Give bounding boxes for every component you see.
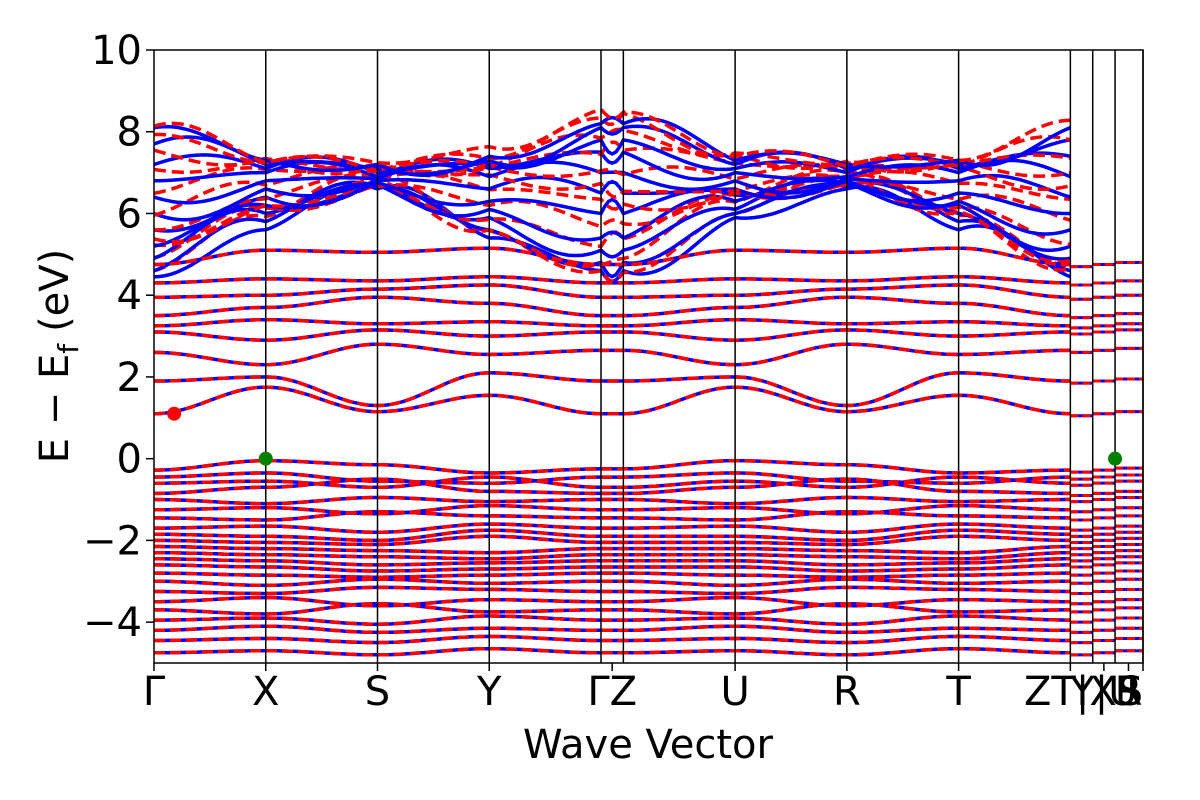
band-spin-down [154,458,1071,475]
band-spin-down [154,522,1071,534]
x-tick-label: Γ [143,669,166,715]
y-axis-ticks: 10 8 6 4 2 0 −2 −4 [83,28,154,646]
upper-band-spin-up [154,160,1071,205]
band-spin-down [154,246,1071,267]
x-tick-label: R [833,669,861,715]
upper-band-spin-up [154,175,1071,222]
band-spin-down [154,577,1071,588]
band-lines [154,107,1143,657]
band-spin-down [154,495,1071,506]
vbm-u-marker [1108,451,1123,466]
band-spin-down [154,328,1071,342]
upper-band-spin-down [154,127,1071,173]
x-tick-label: U [720,669,749,715]
band-spin-down [154,475,1071,490]
band-spin-down [154,544,1071,555]
band-spin-down [154,477,1071,496]
band-spin-down [154,614,1071,626]
x-tick-label: R [1115,669,1143,715]
upper-band-spin-down [154,107,1071,169]
band-spin-down [154,585,1071,596]
high-symmetry-lines [265,50,1144,663]
band-spin-down [154,317,1071,328]
x-tick-label: T [945,669,971,715]
y-tick-label: −2 [83,518,142,564]
cbm-marker [167,406,182,421]
y-axis-title-unit: (eV) [32,249,78,332]
x-tick-label: S [365,669,390,715]
x-tick-label: Y [476,669,502,715]
band-spin-down [154,510,1071,522]
band-spin-down [154,471,1071,485]
y-tick-label: 2 [117,355,142,401]
upper-band-spin-down [154,171,1071,232]
upper-band-spin-up [154,180,1071,236]
x-tick-label: Y|U [1069,669,1137,715]
band-spin-down [154,624,1071,635]
band-spin-down [154,601,1071,616]
band-spin-down [154,550,1071,561]
band-spin-down [154,295,1071,318]
x-tick-label: ΓZ [587,669,637,715]
x-tick-label: X [252,669,279,715]
y-axis-title: E − Ef (eV) [32,249,85,464]
band-spin-down [154,385,1071,416]
y-axis-title-main: E − E [32,354,78,464]
x-axis-title: Wave Vector [523,722,774,768]
band-spin-down [154,634,1071,645]
band-spin-down [154,595,1071,608]
y-tick-label: −4 [83,600,142,646]
x-tick-label: S [1118,669,1143,715]
upper-band-spin-down [154,181,1071,247]
y-axis-title-subscript: f [52,343,85,354]
y-tick-label: 4 [117,273,142,319]
band-spin-down [154,563,1071,573]
y-tick-label: 0 [117,437,142,483]
band-spin-down [154,646,1071,657]
band-spin-down [154,275,1071,285]
band-spin-down [154,534,1071,547]
band-spin-down [154,571,1071,579]
band-spin-up [154,385,1071,416]
band-spin-down [154,283,1071,299]
x-axis-ticks: Γ X S Y ΓZ U R T ZT|XY|URS [143,663,1144,715]
upper-band-spin-down [154,164,1071,217]
x-tick-label: ZT|X [1024,669,1117,715]
upper-band-spin-down [154,111,1071,173]
band-spin-down [154,528,1071,543]
band-spin-down [154,503,1071,516]
band-spin-down [154,342,1071,367]
band-edge-markers [167,406,1123,466]
band-spin-down [154,371,1071,408]
y-tick-label: 6 [117,191,142,237]
upper-band-spin-down [154,140,1071,178]
upper-band-spin-up [154,176,1071,261]
y-tick-label: 8 [117,110,142,156]
y-tick-label: 10 [91,28,142,74]
plot-frame [153,49,1144,664]
band-spin-down [154,557,1071,567]
vbm-x-marker [258,451,273,466]
upper-band-spin-up [154,115,1072,177]
